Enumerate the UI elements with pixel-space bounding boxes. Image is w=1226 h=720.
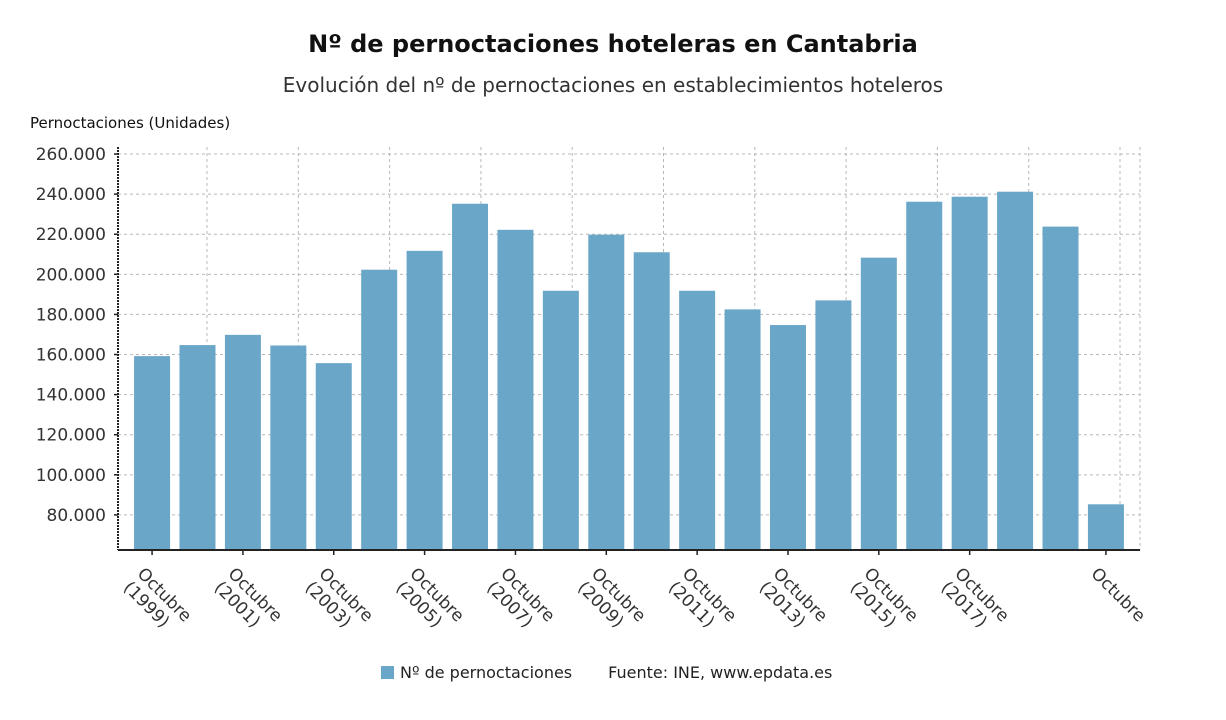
y-tick-label: 100.000	[36, 466, 106, 486]
x-tick-label-line: Octubre	[1087, 564, 1149, 626]
x-tick-label: Octubre(2003)	[301, 564, 377, 640]
y-tick-label: 200.000	[36, 265, 106, 285]
bar	[769, 325, 806, 550]
x-tick-label: Octubre(2013)	[755, 564, 831, 640]
bar	[406, 250, 443, 550]
y-tick-label: 140.000	[36, 386, 106, 406]
y-tick-label: 180.000	[36, 305, 106, 325]
bar	[679, 290, 716, 550]
bar	[452, 203, 489, 551]
bar	[633, 252, 670, 550]
bar	[724, 309, 761, 550]
y-tick-label: 80.000	[47, 506, 106, 526]
y-tick-label: 260.000	[36, 145, 106, 165]
chart-subtitle: Evolución del nº de pernoctaciones en es…	[282, 73, 944, 97]
y-tick-label: 220.000	[36, 225, 106, 245]
x-tick-label: Octubre(2007)	[482, 564, 558, 640]
y-tick-label: 240.000	[36, 185, 106, 205]
x-tick-label: Octubre(2011)	[664, 564, 740, 640]
bar	[179, 345, 216, 550]
bar	[815, 300, 852, 550]
bar	[906, 201, 943, 550]
bar	[860, 257, 897, 550]
x-tick-label: Octubre(2017)	[937, 564, 1013, 640]
bar	[542, 290, 579, 550]
y-axis-label: Pernoctaciones (Unidades)	[30, 114, 231, 132]
x-tick-label: Octubre(2009)	[573, 564, 649, 640]
bar	[588, 234, 625, 550]
bar	[134, 356, 171, 550]
x-tick-label: Octubre(1999)	[119, 564, 195, 640]
bar	[315, 363, 352, 550]
bar	[1087, 504, 1124, 550]
bar	[497, 229, 534, 550]
x-tick-label: Octubre	[1087, 564, 1149, 626]
bar	[361, 269, 398, 550]
bar	[997, 191, 1034, 551]
legend-swatch	[381, 666, 394, 679]
x-tick-label: Octubre(2001)	[210, 564, 286, 640]
y-tick-label: 160.000	[36, 346, 106, 366]
legend-label: Nº de pernoctaciones	[400, 663, 573, 682]
source-note: Fuente: INE, www.epdata.es	[608, 663, 833, 682]
x-tick-label: Octubre(2005)	[392, 564, 468, 640]
bar	[224, 334, 261, 550]
legend: Nº de pernoctaciones Fuente: INE, www.ep…	[381, 663, 832, 682]
y-tick-label: 120.000	[36, 426, 106, 446]
chart-title: Nº de pernoctaciones hoteleras en Cantab…	[308, 30, 918, 58]
x-tick-label: Octubre(2015)	[846, 564, 922, 640]
bar	[951, 196, 988, 550]
bar	[1042, 226, 1079, 550]
bar	[270, 345, 307, 550]
